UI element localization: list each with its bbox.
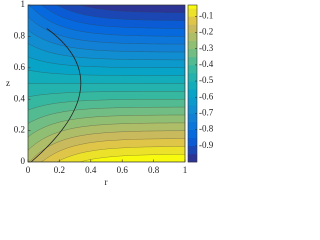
colorbar-tick-label: -0.6: [199, 91, 214, 101]
colorbar-band: [188, 24, 197, 33]
contour-line: [28, 5, 185, 13]
colorbar-band: [188, 129, 197, 139]
plot-area: [28, 5, 185, 162]
contour-line: [28, 138, 185, 162]
contour-line: [28, 114, 185, 138]
colorbar-band: [188, 72, 197, 82]
x-tick-label: 0.6: [117, 165, 129, 175]
colorbar-band: [188, 16, 197, 25]
boundary-curve: [30, 28, 82, 162]
colorbar-band: [188, 8, 197, 17]
colorbar-band: [188, 105, 197, 114]
contour-line: [28, 70, 185, 76]
colorbar-band: [188, 137, 197, 147]
colorbar-band: [188, 97, 197, 106]
colorbar-tick-label: -0.8: [199, 124, 214, 134]
y-tick-label: 0: [21, 156, 26, 166]
contour-line: [28, 43, 185, 61]
contour-line: [28, 146, 185, 162]
contour-line: [28, 5, 185, 21]
contour-line: [28, 5, 185, 29]
colorbar-tick-label: -0.1: [199, 10, 213, 20]
y-tick-label: 0.6: [14, 62, 26, 72]
colorbar-band: [188, 64, 197, 74]
y-tick-label: 1: [21, 0, 26, 9]
contour-line: [28, 122, 185, 151]
colorbar-tick-label: -0.2: [199, 27, 213, 37]
plot-frame: [27, 4, 186, 163]
colorbar-tick-label: -0.5: [199, 75, 214, 85]
colorbar-tick-label: -0.4: [199, 59, 214, 69]
colorbar: -0.1 -0.2 -0.3 -0.4 -0.5 -0.6 -0.7 -0.8 -0.9: [187, 4, 214, 163]
y-tick-label: 0.4: [14, 93, 26, 103]
colorbar-band: [188, 56, 197, 66]
colorbar-band: [188, 81, 197, 90]
y-axis-label: z: [6, 78, 10, 88]
contour-line: [28, 5, 185, 37]
colorbar-band: [188, 145, 197, 155]
contour-line: [28, 29, 185, 53]
colorbar-band: [188, 113, 197, 122]
contour-line: [28, 130, 185, 162]
colorbar-band: [188, 153, 197, 163]
contour-line: [28, 106, 185, 124]
colorbar-tick-label: -0.3: [199, 43, 214, 53]
x-tick-label: 0.8: [148, 165, 160, 175]
y-tick-label: 0.2: [14, 125, 25, 135]
x-axis-label: r: [105, 177, 108, 187]
colorbar-band: [188, 32, 197, 41]
x-tick-label: 1: [183, 165, 188, 175]
contour-line: [28, 16, 185, 45]
chart: -0.1 -0.2 -0.3 -0.4 -0.5 -0.6 -0.7 -0.8 -0.9 r z…: [6, 0, 214, 187]
x-tick-label: 0.2: [54, 165, 65, 175]
y-tick-label: 0.8: [14, 30, 26, 40]
colorbar-band: [188, 5, 197, 9]
colorbar-band: [188, 40, 197, 50]
x-tick-label: 0: [26, 165, 31, 175]
x-tick-label: 0.4: [85, 165, 97, 175]
contour-line: [28, 154, 185, 162]
contour-line: [28, 99, 185, 111]
colorbar-band: [188, 89, 197, 98]
contour-line: [28, 56, 185, 68]
colorbar-tick-label: -0.7: [199, 108, 214, 118]
colorbar-band: [188, 121, 197, 130]
colorbar-frame: [187, 4, 198, 163]
colorbar-tick-label: -0.9: [199, 140, 214, 150]
contour-line: [28, 91, 185, 97]
colorbar-band: [188, 48, 197, 58]
